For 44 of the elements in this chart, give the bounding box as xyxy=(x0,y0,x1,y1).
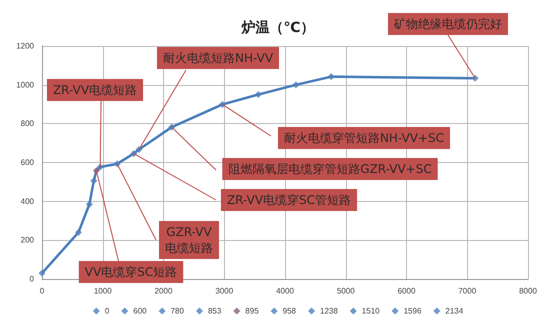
x-tick-label: 3000 xyxy=(215,286,234,296)
annotation: 耐火电缆短路NH-VV xyxy=(162,51,274,65)
legend-label: 853 xyxy=(208,306,222,316)
x-tick-label: 1000 xyxy=(94,286,112,296)
point xyxy=(254,91,262,98)
point xyxy=(292,81,300,88)
y-tick-label: 400 xyxy=(20,196,35,206)
y-tick-label: 0 xyxy=(30,274,35,284)
point xyxy=(74,228,82,236)
legend-label: 958 xyxy=(282,306,297,316)
point xyxy=(130,150,138,158)
point xyxy=(86,200,93,208)
annotation: 耐火电缆穿管短路NH-VV+SC xyxy=(284,131,444,145)
annotation: 阻燃隔氧层电缆穿管短路GZR-VV+SC xyxy=(228,162,432,176)
legend-label: 1596 xyxy=(404,306,422,316)
y-tick-label: 200 xyxy=(20,236,35,245)
point xyxy=(114,160,121,168)
x-tick-label: 8000 xyxy=(519,286,538,296)
chart-title: 炉温（℃） xyxy=(240,19,314,36)
x-tick-label: 5000 xyxy=(336,286,356,296)
legend-label: 0 xyxy=(104,306,110,316)
annotation: 矿物绝缘电缆仍完好 xyxy=(393,17,502,31)
x-tick-label: 6000 xyxy=(398,286,416,296)
x-tick-label: 4000 xyxy=(276,286,294,296)
annotation: ZR-VV电缆穿SC管短路 xyxy=(226,193,352,207)
point xyxy=(168,124,176,131)
legend-label: 2134 xyxy=(445,306,464,316)
legend-label: 600 xyxy=(133,306,148,316)
x-tick-label: 7000 xyxy=(458,286,477,296)
y-tick-label: 800 xyxy=(20,119,35,128)
legend-label: 1238 xyxy=(320,306,338,316)
legend-label: 1510 xyxy=(362,306,380,316)
annotation: ZR-VV电缆短路 xyxy=(52,83,138,97)
x-tick-label: 2000 xyxy=(154,286,173,296)
annotation: VV电缆穿SC短路 xyxy=(84,265,178,279)
annotation: GZR-VV 电缆短路 xyxy=(165,225,213,255)
y-tick-label: 1000 xyxy=(16,80,35,90)
legend-label: 780 xyxy=(170,306,185,316)
y-tick-label: 1200 xyxy=(16,42,35,50)
x-tick-label: 0 xyxy=(40,286,45,296)
point xyxy=(90,177,98,184)
y-tick-label: 600 xyxy=(20,158,35,167)
point xyxy=(38,270,46,277)
legend-label: 895 xyxy=(245,306,260,316)
